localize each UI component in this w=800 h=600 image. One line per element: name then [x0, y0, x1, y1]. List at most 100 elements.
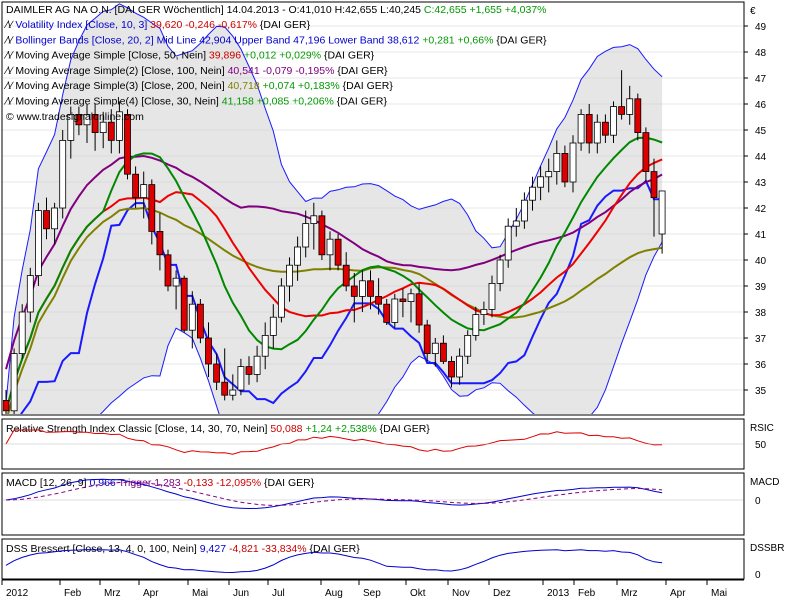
legend-entry-0: ∕\∕ Volatility Index [Close, 10, 3] 39,6… [3, 19, 311, 31]
candle-body [205, 337, 212, 365]
time-tick-label: Mai [192, 588, 208, 599]
legend-icon: ∕\∕ [3, 65, 15, 77]
candle-body [488, 282, 496, 310]
candle-body [302, 223, 310, 248]
candle-body [261, 334, 269, 357]
bollinger-upper-line [5, 3, 663, 404]
candle-body [67, 114, 75, 141]
dss-panel: DSS Bressert [Close, 13, 4, 0, 100, Nein… [5, 543, 784, 581]
legend-suffix: {DAI GER} [324, 50, 375, 62]
candle-body [626, 98, 634, 115]
currency-label: € [750, 6, 756, 17]
candle-body [35, 210, 42, 277]
legend-entry-2: ∕\∕ Moving Average Simple [Close, 50, Ne… [3, 50, 375, 62]
indicator-legend: ∕\∕ Volatility Index [Close, 10, 3] 39,6… [3, 19, 547, 108]
candle-body [318, 215, 326, 256]
candle-body [618, 106, 625, 115]
macd-change: -0,133 -12,095% [183, 477, 261, 489]
candle-body [602, 121, 609, 136]
legend-entry-1: ∕\∕ Bollinger Bands [Close, 20, 2] Mid L… [3, 34, 547, 46]
candle-body [439, 342, 447, 362]
candle-body [213, 363, 221, 383]
dss-line [5, 549, 663, 574]
candle-body [456, 355, 464, 378]
candle-body [3, 399, 10, 412]
candle-body [132, 173, 140, 198]
header-date: 14.04.2013 [227, 4, 280, 16]
time-tick-label: Jul [272, 588, 285, 599]
rsi-axis-title: RSIC [750, 423, 774, 434]
price-tick-label: 47 [755, 74, 767, 85]
candle-body [18, 311, 26, 354]
time-tick-label: Apr [670, 588, 686, 599]
candle-body [245, 366, 253, 375]
macd-panel: MACD [12, 26, 9] 0,966 Trigger 1,283 -0,… [3, 477, 779, 510]
candle-body [180, 277, 188, 331]
candle-body [585, 114, 593, 144]
legend-suffix: {DAI GER} [337, 96, 388, 108]
candle-body [75, 114, 83, 126]
moving-average-200-line [6, 206, 663, 414]
macd-axis-tick: 0 [755, 496, 761, 507]
price-tick-label: 40 [755, 256, 767, 267]
candle-body [310, 215, 318, 225]
moving-average-50-line [5, 158, 663, 412]
time-tick-label: Sep [363, 588, 381, 599]
candle-body [269, 316, 277, 336]
watermark: © www.tradesignalonline.com [6, 111, 144, 123]
candle-body [26, 275, 34, 313]
legend-name: Volatility Index [Close, 10, 3] [15, 19, 150, 31]
candle-body [407, 293, 415, 302]
price-tick-label: 37 [755, 334, 767, 345]
legend-change: +0,085 +0,206% [257, 96, 337, 108]
legend-icon: ∕\∕ [3, 34, 15, 46]
candle-body [496, 259, 504, 284]
macd-suffix: {DAI GER} [264, 477, 315, 489]
dss-panel-frame [1, 538, 745, 580]
legend-value: 39,620 -0,246 -0,617% [150, 19, 260, 31]
candle-body [10, 353, 18, 412]
legend-entry-5: ∕\∕ Moving Average Simple(4) [Close, 30,… [3, 96, 387, 108]
rsi-panel: Relative Strength Index Classic [Close, … [3, 423, 774, 455]
dss-suffix: {DAI GER} [310, 543, 361, 555]
candle-body [164, 254, 172, 287]
candle-body [59, 139, 67, 209]
candle-body [383, 303, 391, 323]
price-tick-label: 49 [755, 22, 767, 33]
candle-body [294, 246, 302, 266]
candle-body [537, 176, 544, 188]
legend-icon: ∕\∕ [3, 96, 15, 108]
candle-body [642, 132, 650, 173]
candle-body [504, 225, 512, 261]
dss-label: DSS Bressert [Close, 13, 4, 0, 100, Nein… [6, 543, 197, 555]
candle-body [334, 238, 342, 266]
legend-suffix: {DAI GER} [496, 34, 547, 46]
macd-trigger: Trigger 1,283 [118, 477, 180, 489]
volatility-index-line [19, 179, 663, 414]
dss-axis-tick: 0 [755, 570, 761, 581]
time-tick-label: Dez [493, 588, 511, 599]
candle-body [423, 324, 431, 355]
time-axis: 2012 Feb Mrz Apr Mai Jun Jul Aug Sep Okt Nov Dez 201… [1, 579, 744, 599]
price-tick-label: 48 [755, 48, 767, 59]
candle-body [529, 186, 536, 201]
legend-icon: ∕\∕ [3, 50, 15, 62]
candle-body [286, 264, 293, 287]
legend-change: +0,012 +0,029% [244, 50, 324, 62]
rsi-change: +1,24 +2,538% [305, 423, 376, 435]
time-tick-label: 2012 [6, 588, 29, 599]
legend-value: 40,541 -0,079 -0,195% [228, 65, 338, 77]
time-tick-label: Okt [410, 588, 426, 599]
legend-name: Bollinger Bands [Close, 20, 2] [15, 34, 156, 46]
price-tick-label: 39 [755, 282, 767, 293]
candle-body [277, 285, 285, 318]
price-tick-label: 38 [755, 308, 767, 319]
candle-body [124, 114, 131, 175]
candle-body [391, 298, 399, 323]
svg-text:MACD [12, 26, 9] 0,966 Trigger: MACD [12, 26, 9] 0,966 Trigger 1,283 -0,… [6, 477, 315, 489]
moving-average-30-line [5, 136, 663, 412]
candle-body [156, 230, 164, 256]
candle-body [116, 111, 123, 141]
candle-body [342, 264, 350, 287]
time-tick-label: Aug [325, 588, 343, 599]
